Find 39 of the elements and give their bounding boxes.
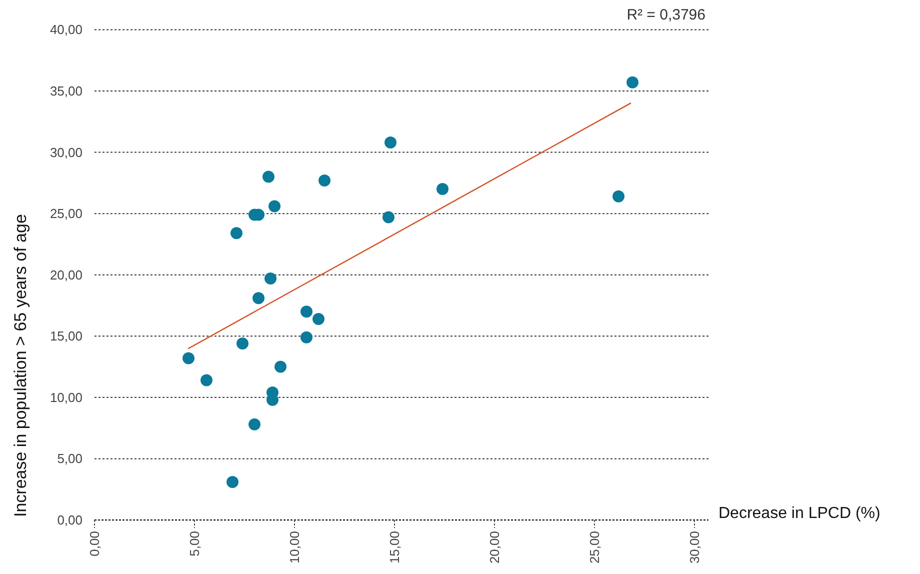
y-tick-label: 5,00 (57, 451, 82, 466)
x-tick-label: 10,00 (287, 531, 302, 564)
point (226, 476, 238, 488)
point (318, 174, 330, 186)
point (626, 76, 638, 88)
point (248, 418, 260, 430)
y-tick-label: 30,00 (50, 144, 82, 160)
x-tick-label: 5,00 (187, 531, 202, 556)
point (182, 352, 194, 364)
point (300, 331, 312, 344)
point (384, 136, 396, 148)
y-tick-label: 15,00 (50, 328, 82, 344)
point (274, 360, 286, 373)
point (236, 337, 248, 350)
x-tick-label: 25,00 (587, 531, 602, 564)
x-tick-label: 30,00 (687, 531, 702, 564)
y-tick-label: 40,00 (50, 22, 82, 38)
point (230, 227, 242, 240)
y-tick-label: 0,00 (57, 512, 82, 528)
point (200, 374, 212, 386)
point (262, 170, 274, 183)
y-tick-label: 25,00 (50, 206, 82, 222)
x-tick-label: 20,00 (487, 531, 502, 564)
point (264, 272, 276, 285)
point (252, 292, 264, 304)
point (436, 183, 448, 196)
x-tick-label: 0,00 (87, 531, 102, 556)
text: R² = 0,3796 (626, 6, 706, 24)
y-tick-label: 10,00 (50, 390, 82, 405)
x-tick-label: 15,00 (387, 531, 402, 564)
point (612, 190, 624, 202)
point (312, 312, 324, 325)
y-tick-label: 20,00 (50, 267, 82, 282)
x-axis-title: Decrease in LPCD (%) (718, 505, 880, 522)
y-axis-title: Increase in population > 65 years of age (11, 214, 30, 517)
point (382, 211, 394, 224)
point (300, 306, 312, 318)
point (268, 200, 280, 212)
y-tick-label: 35,00 (50, 83, 82, 98)
